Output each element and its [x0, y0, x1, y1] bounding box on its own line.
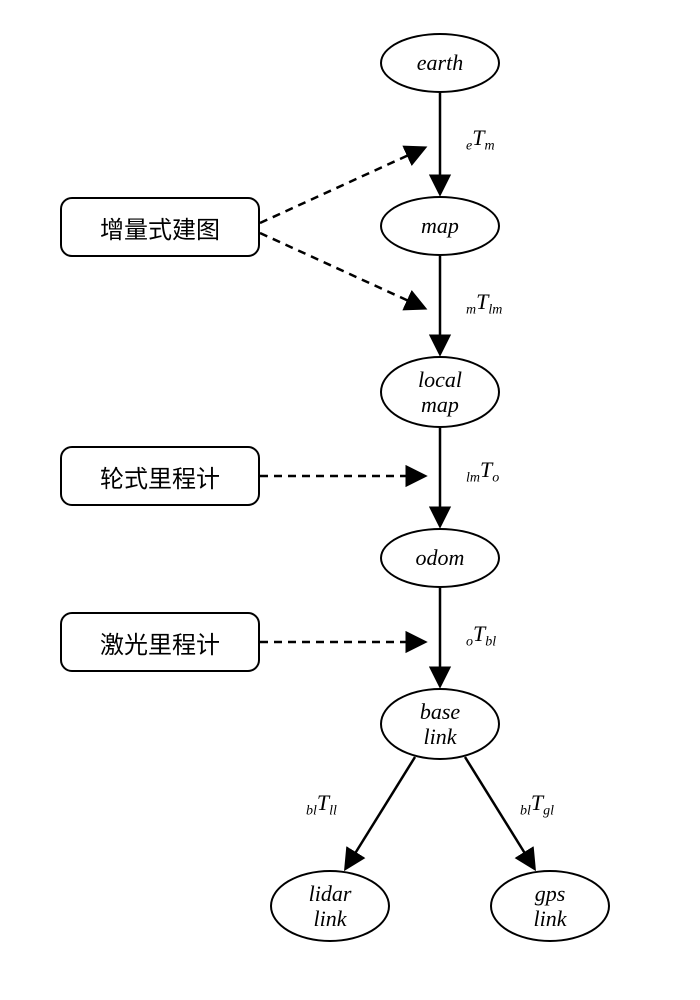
label-oTbl-T: T [473, 621, 485, 646]
label-oTbl-pre: o [466, 635, 473, 650]
node-lidarlink-label-1: lidar [309, 881, 352, 906]
node-wheel-odometry: 轮式里程计 [60, 446, 260, 506]
node-baselink-label-1: base [420, 699, 460, 724]
node-laser-odometry-label: 激光里程计 [100, 625, 220, 660]
node-gpslink-label-1: gps [535, 881, 566, 906]
edge-baselink-lidarlink [346, 757, 415, 868]
label-mTlm-T: T [476, 289, 488, 314]
label-oTbl-suf: bl [485, 635, 496, 650]
label-mTlm: mTlm [466, 289, 502, 319]
node-map-label: map [421, 213, 459, 238]
node-odom-label: odom [416, 545, 465, 570]
node-lidarlink-label-2: link [314, 906, 347, 931]
node-incremental-mapping: 增量式建图 [60, 197, 260, 257]
label-mTlm-pre: m [466, 303, 476, 318]
label-lmTo-T: T [480, 457, 492, 482]
label-blTgl-pre: bl [520, 804, 531, 819]
label-blTll: blTll [306, 790, 337, 820]
node-localmap-label-1: local [418, 367, 462, 392]
label-blTll-T: T [317, 790, 329, 815]
node-incremental-mapping-label: 增量式建图 [100, 210, 220, 245]
label-blTgl-T: T [531, 790, 543, 815]
node-baselink: base link [380, 688, 500, 760]
node-gpslink-label-2: link [534, 906, 567, 931]
node-laser-odometry: 激光里程计 [60, 612, 260, 672]
label-oTbl: oTbl [466, 621, 496, 651]
label-eTm-T: T [472, 125, 484, 150]
node-odom: odom [380, 528, 500, 588]
node-map: map [380, 196, 500, 256]
node-baselink-label-2: link [424, 724, 457, 749]
node-earth: earth [380, 33, 500, 93]
label-lmTo: lmTo [466, 457, 499, 487]
node-localmap: local map [380, 356, 500, 428]
label-blTgl-suf: gl [543, 804, 554, 819]
label-lmTo-suf: o [492, 471, 499, 486]
label-eTm-suf: m [484, 139, 494, 154]
label-blTll-suf: ll [329, 804, 337, 819]
node-localmap-label-2: map [421, 392, 459, 417]
label-eTm: eTm [466, 125, 495, 155]
label-blTll-pre: bl [306, 804, 317, 819]
node-wheel-odometry-label: 轮式里程计 [100, 459, 220, 494]
node-earth-label: earth [417, 50, 463, 75]
node-gpslink: gps link [490, 870, 610, 942]
label-mTlm-suf: lm [488, 303, 502, 318]
label-blTgl: blTgl [520, 790, 554, 820]
label-lmTo-pre: lm [466, 471, 480, 486]
node-lidarlink: lidar link [270, 870, 390, 942]
